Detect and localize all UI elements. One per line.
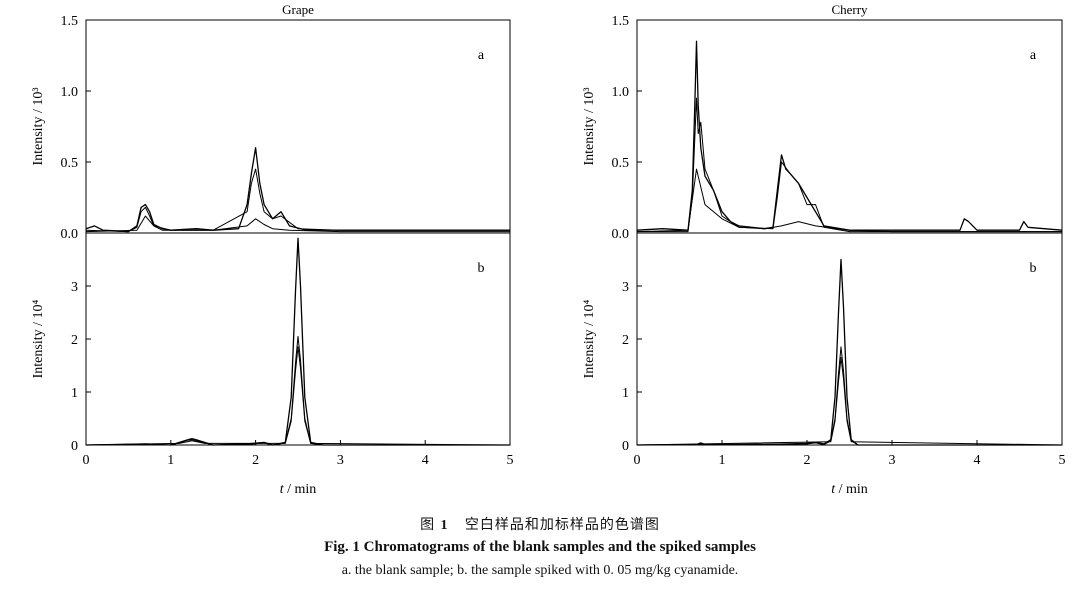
caption-note: a. the blank sample; b. the sample spike… — [341, 563, 739, 578]
x-tick-label: 5 — [1059, 453, 1066, 468]
caption-fig-prefix: 图 — [420, 517, 436, 533]
panel-label: a — [478, 48, 485, 63]
chart-grape: Grape 0.0 0.5 1.0 1.5 Intensity / 10³ a 0 1 2 3 Int… — [31, 2, 514, 497]
panel-b: 0 1 2 3 Intensity / 10⁴ b 0 1 2 3 4 5 t / min — [31, 232, 514, 497]
x-tick-label: 5 — [507, 453, 514, 468]
x-tick-label: 2 — [804, 453, 811, 468]
y-tick-label: 1.0 — [612, 85, 630, 100]
chart-title: Grape — [282, 2, 314, 17]
y-tick-label: 2 — [71, 333, 78, 348]
y-tick-label: 0 — [622, 439, 629, 454]
y-axis-label: Intensity / 10³ — [31, 87, 46, 165]
y-tick-label: 1.5 — [612, 14, 630, 29]
panel-frame — [85, 19, 511, 234]
y-axis-label: Intensity / 10⁴ — [582, 300, 597, 379]
series-line — [637, 97, 1062, 233]
x-axis-label: t / min — [280, 482, 317, 497]
y-tick-label: 1.5 — [61, 14, 79, 29]
series-line — [85, 335, 510, 446]
panel-frame — [636, 232, 1063, 446]
chart-title: Cherry — [831, 2, 868, 17]
y-tick-label: 3 — [622, 280, 629, 295]
y-tick-label: 0.5 — [61, 156, 79, 171]
x-axis-label: t / min — [831, 482, 868, 497]
chromatogram-figure: Grape 0.0 0.5 1.0 1.5 Intensity / 10³ a 0 1 2 3 Int… — [31, 2, 1066, 497]
panel-a: 0.0 0.5 1.0 1.5 Intensity / 10³ a — [582, 14, 1063, 242]
series-line — [636, 357, 1063, 446]
x-tick-label: 0 — [634, 453, 641, 468]
x-tick-label: 4 — [422, 453, 429, 468]
series-line — [636, 258, 1062, 446]
chart-cherry: Cherry 0.0 0.5 1.0 1.5 Intensity / 10³ a 0 1 2 3 In… — [582, 2, 1066, 497]
caption-chinese: 图 1 空白样品和加标样品的色谱图 — [0, 514, 1080, 534]
series-line — [85, 147, 510, 233]
x-tick-label: 1 — [167, 453, 174, 468]
x-tick-label: 3 — [889, 453, 896, 468]
y-tick-label: 0.0 — [612, 227, 630, 242]
y-tick-label: 0.0 — [61, 227, 79, 242]
x-tick-label: 3 — [337, 453, 344, 468]
x-tick-label: 1 — [719, 453, 726, 468]
y-tick-label: 0.5 — [612, 156, 630, 171]
panel-b: 0 1 2 3 Intensity / 10⁴ b 0 1 2 3 4 5 t / min — [582, 232, 1066, 497]
panel-label: b — [1030, 261, 1037, 276]
y-tick-label: 1 — [622, 386, 629, 401]
x-tick-label: 2 — [252, 453, 259, 468]
caption-fig-number: 1 — [440, 518, 449, 533]
series-line — [85, 346, 511, 446]
series-line — [636, 40, 1063, 231]
y-tick-label: 2 — [622, 333, 629, 348]
series-line — [85, 215, 510, 233]
series-line — [85, 168, 510, 233]
y-tick-label: 1 — [71, 386, 78, 401]
panel-label: b — [478, 261, 485, 276]
panel-label: a — [1030, 48, 1037, 63]
y-tick-label: 1.0 — [61, 85, 79, 100]
caption-chinese-text: 空白样品和加标样品的色谱图 — [464, 517, 660, 533]
x-tick-label: 0 — [83, 453, 90, 468]
series-line — [636, 168, 1062, 233]
caption-english: Fig. 1 Chromatograms of the blank sample… — [324, 539, 756, 555]
y-axis-label: Intensity / 10⁴ — [31, 300, 46, 379]
y-axis-label: Intensity / 10³ — [582, 87, 597, 165]
x-tick-label: 4 — [974, 453, 981, 468]
series-line — [636, 346, 1062, 446]
y-tick-label: 0 — [71, 439, 78, 454]
panel-a: 0.0 0.5 1.0 1.5 Intensity / 10³ a — [31, 14, 511, 242]
y-tick-label: 3 — [71, 280, 78, 295]
